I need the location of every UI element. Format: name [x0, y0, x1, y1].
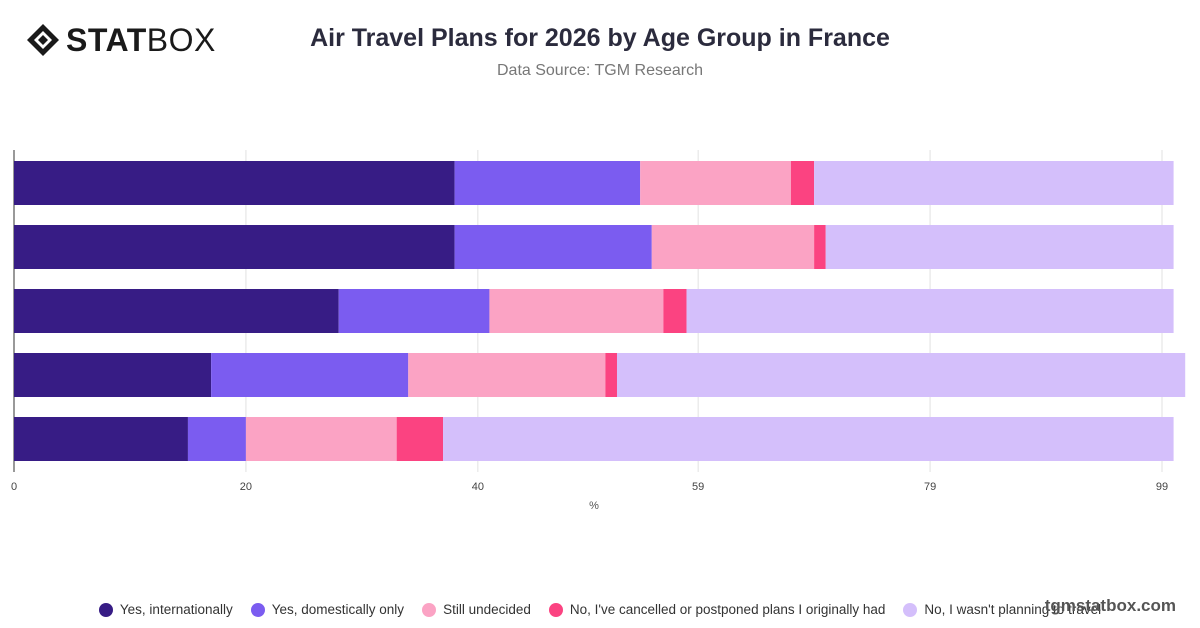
legend-swatch-icon [548, 602, 563, 617]
legend-label: Yes, domestically only [271, 602, 405, 617]
legend-item[interactable]: Yes, internationally [98, 602, 233, 617]
bar-segment [396, 417, 444, 461]
x-tick-label: 99 [1156, 481, 1168, 493]
chart-legend: Yes, internationally Yes, domestically on… [0, 602, 1200, 617]
x-tick-label: 79 [924, 481, 936, 493]
bar-segment [14, 417, 188, 461]
legend-item[interactable]: Yes, domestically only [250, 602, 405, 617]
bar-segment [825, 225, 1174, 269]
bar-segment [454, 225, 652, 269]
bar-segment [814, 161, 1174, 205]
x-axis-label: % [589, 500, 599, 512]
bar-segment [663, 289, 687, 333]
bar-segment [489, 289, 664, 333]
legend-item[interactable]: Still undecided [422, 602, 531, 617]
legend-label: Still undecided [443, 602, 531, 617]
chart-title: Air Travel Plans for 2026 by Age Group i… [310, 24, 890, 52]
diamond-logo-icon [27, 24, 59, 56]
bar-segment [790, 161, 815, 205]
bar-segment [211, 353, 409, 397]
legend-swatch-icon [422, 602, 437, 617]
brand-watermark: tgmstatbox.com [1044, 596, 1176, 615]
legend-item[interactable]: No, I've cancelled or postponed plans I … [548, 602, 886, 617]
bar-segment [408, 353, 606, 397]
bar-segment [187, 417, 246, 461]
bar-segment [686, 289, 1174, 333]
logo-wordmark: STATBOX [66, 22, 216, 58]
bar-segment [640, 161, 791, 205]
bar-segment [14, 353, 212, 397]
bar-segment [616, 353, 1186, 397]
legend-label: Yes, internationally [119, 602, 233, 617]
statbox-logo: STATBOX [26, 22, 216, 58]
chart-subtitle: Data Source: TGM Research [496, 62, 703, 79]
legend-swatch-icon [903, 602, 918, 617]
legend-swatch-icon [98, 602, 113, 617]
legend-item[interactable]: No, I wasn't planning to travel [903, 602, 1101, 617]
bar-segment [14, 225, 455, 269]
bar-segment [443, 417, 1174, 461]
legend-swatch-icon [250, 602, 265, 617]
bar-segment [605, 353, 617, 397]
bar-segment [454, 161, 641, 205]
bar-segment [338, 289, 490, 333]
x-tick-label: 20 [240, 481, 252, 493]
bar-segment [651, 225, 815, 269]
bar-segment [14, 161, 455, 205]
legend-label: No, I've cancelled or postponed plans I … [569, 602, 886, 617]
bar-segment [14, 289, 339, 333]
x-tick-label: 40 [472, 481, 484, 493]
bar-segment [814, 225, 826, 269]
bar-segment [245, 417, 397, 461]
x-tick-label: 59 [692, 481, 704, 493]
x-tick-label: 0 [11, 481, 17, 493]
legend-label: No, I wasn't planning to travel [924, 602, 1102, 617]
